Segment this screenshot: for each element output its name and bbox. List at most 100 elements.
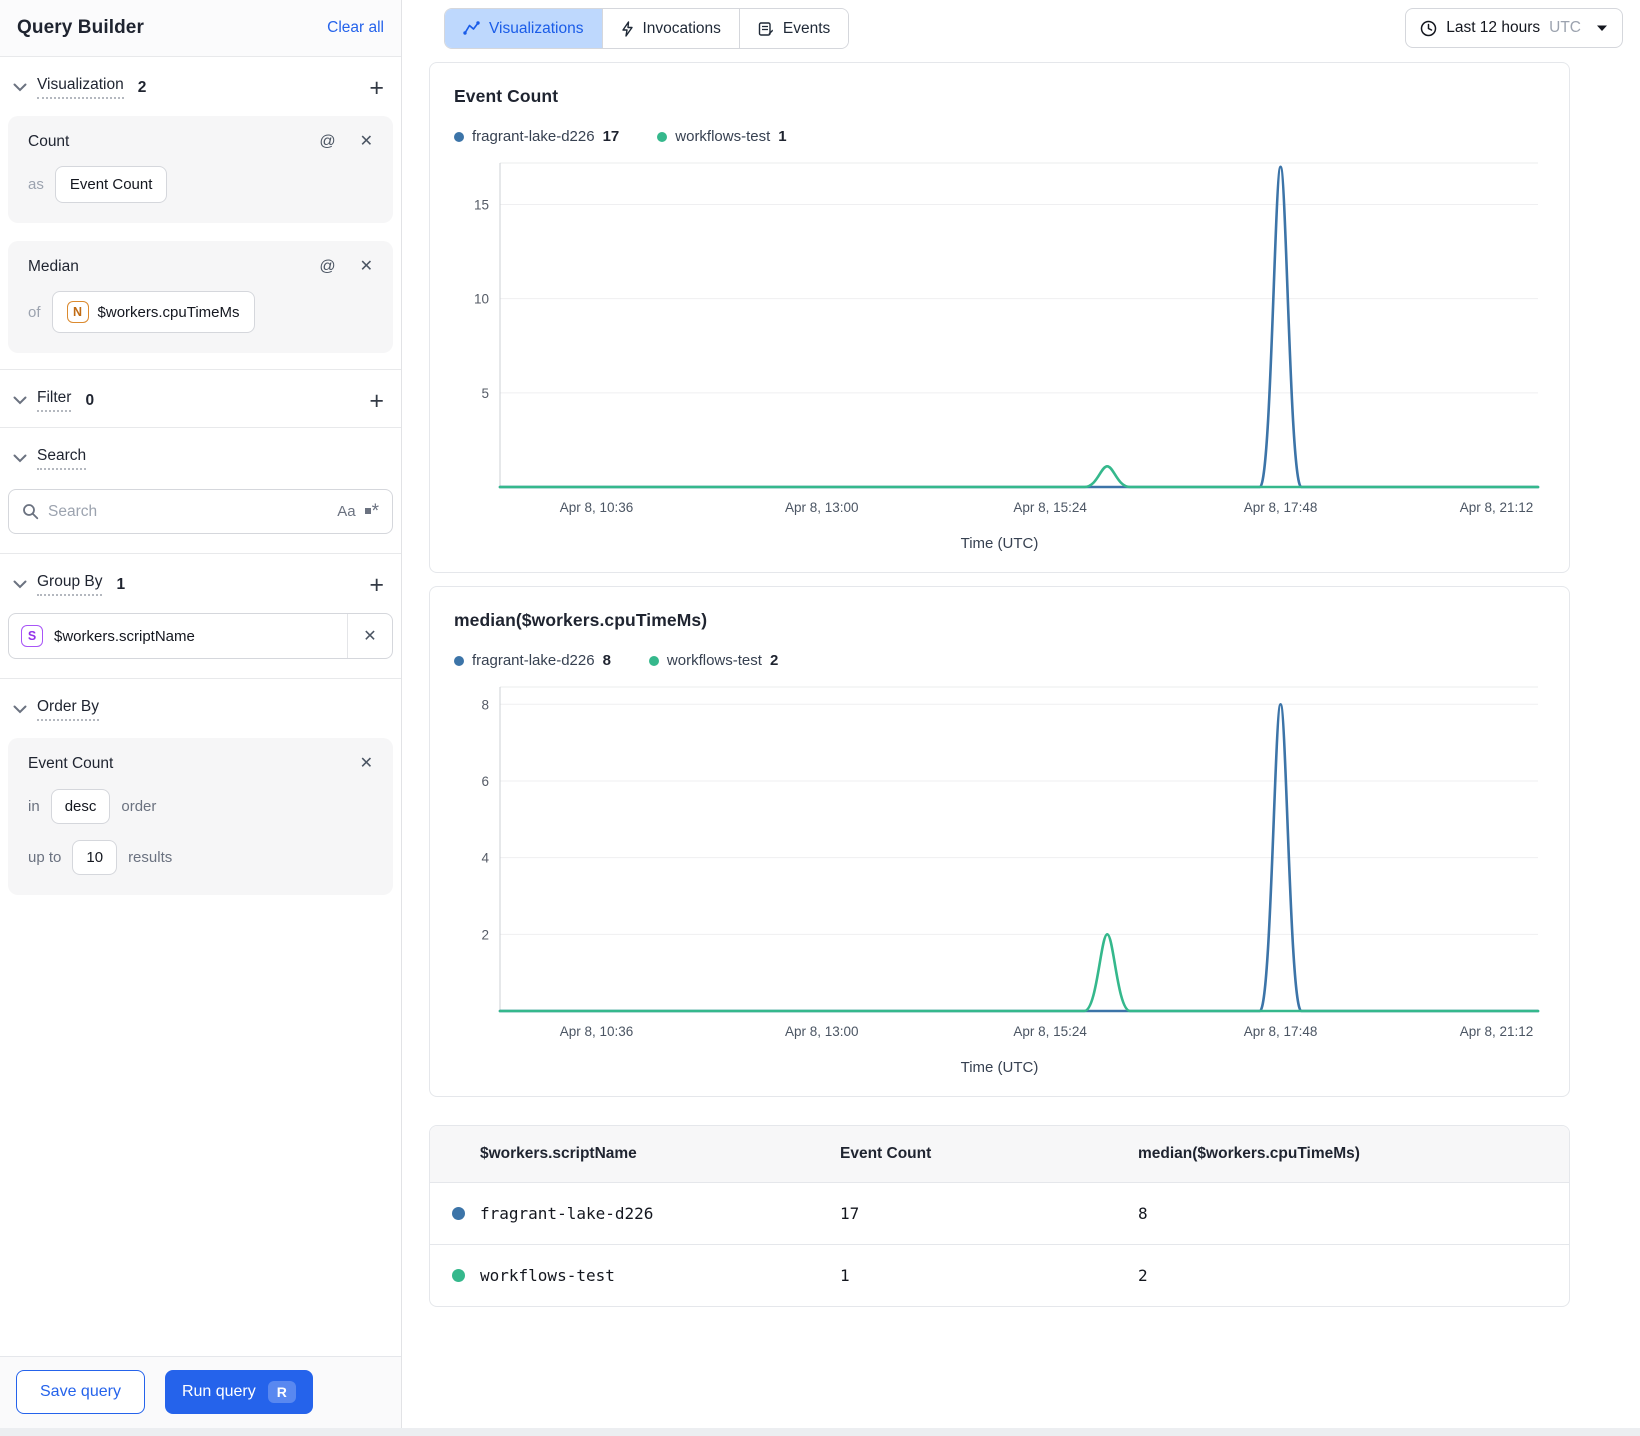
topbar: Visualizations Invocations Events [402,0,1640,49]
aggregation-name: Count [28,133,70,150]
svg-text:Apr 8, 10:36: Apr 8, 10:36 [560,500,634,515]
table-row[interactable]: workflows-test 1 2 [430,1245,1569,1306]
results-label: results [128,849,173,866]
legend-item[interactable]: fragrant-lake-d226 8 [454,652,611,669]
legend-dot [648,655,659,666]
filter-section-label[interactable]: Filter [37,389,72,412]
sidebar-header: Query Builder Clear all [0,0,401,57]
median-cputime-chart-card: median($workers.cpuTimeMs) fragrant-lake… [429,586,1570,1097]
median-field-selector[interactable]: N $workers.cpuTimeMs [51,291,255,333]
svg-text:4: 4 [481,851,489,866]
order-by-field: Event Count [28,755,114,772]
series-dot [452,1207,465,1220]
regex-toggle[interactable]: * [364,502,379,521]
add-filter-button[interactable]: + [369,386,384,415]
column-header-median: median($workers.cpuTimeMs) [1138,1145,1360,1162]
close-icon[interactable]: ✕ [359,133,373,150]
group-by-item: S $workers.scriptName ✕ [8,613,393,659]
line-chart-icon [463,21,480,35]
up-to-label: up to [28,849,62,866]
svg-text:15: 15 [474,197,489,212]
clear-all-button[interactable]: Clear all [327,19,384,36]
column-header-script-name: $workers.scriptName [480,1145,637,1162]
legend-dot [657,131,668,142]
visualization-alias-field[interactable]: Event Count [54,166,168,203]
string-type-icon: S [21,625,43,647]
chevron-down-icon[interactable] [13,83,27,92]
chart-title: Event Count [454,86,559,106]
series-dot [452,1269,465,1282]
column-header-event-count: Event Count [840,1145,932,1162]
chevron-down-icon[interactable] [13,396,27,405]
search-input[interactable] [48,502,329,521]
number-type-icon: N [66,301,89,323]
sidebar-footer: Save query Run query R [0,1356,401,1428]
chevron-down-icon[interactable] [13,454,27,463]
svg-text:Apr 8, 17:48: Apr 8, 17:48 [1244,500,1318,515]
aggregation-name: Median [28,258,79,275]
query-builder-sidebar: Query Builder Clear all Visualization 2 … [0,0,402,1428]
visualization-count: 2 [137,78,147,96]
svg-text:Apr 8, 15:24: Apr 8, 15:24 [1013,500,1087,515]
line-chart-median-cputime[interactable]: 2 4 6 8 Apr 8, 10:36 Apr 8, 13:00 Apr 8, 15:24… [454,673,1545,1055]
visualization-section-label[interactable]: Visualization [37,76,124,99]
chevron-down-icon[interactable] [13,580,27,589]
chart-legend: fragrant-lake-d226 17 workflows-test 1 [454,128,1545,145]
line-chart-event-count[interactable]: 5 10 15 Apr 8, 10:36 Apr 8, 13:00 Apr 8, 15:2… [454,149,1545,531]
page-title: Query Builder [17,17,144,38]
event-log-icon [758,21,773,36]
visualization-card-median: Median @ ✕ of N $workers.cpuTimeMs [8,241,393,353]
filter-section-header: Filter 0 + [0,370,401,427]
table-row[interactable]: fragrant-lake-d226 17 8 [430,1183,1569,1245]
close-icon[interactable]: ✕ [359,258,373,275]
x-axis-label: Time (UTC) [960,535,1039,552]
group-by-field-selector[interactable]: S $workers.scriptName [9,625,347,647]
search-section-header: Search [0,428,401,485]
svg-text:Apr 8, 15:24: Apr 8, 15:24 [1013,1024,1087,1039]
divider [0,369,401,370]
result-limit-input[interactable]: 10 [72,840,118,875]
group-by-section-header: Group By 1 + [0,554,401,611]
visualization-card-count: Count @ ✕ as Event Count [8,116,393,223]
svg-text:Apr 8, 13:00: Apr 8, 13:00 [785,500,859,515]
legend-item[interactable]: workflows-test 1 [657,128,787,145]
legend-dot [454,131,464,142]
search-section-label[interactable]: Search [37,447,87,470]
svg-text:Apr 8, 17:48: Apr 8, 17:48 [1244,1024,1318,1039]
group-by-count: 1 [116,575,126,593]
filter-count: 0 [85,391,95,409]
divider [0,678,401,679]
svg-text:6: 6 [481,774,489,789]
main-content: Visualizations Invocations Events [402,0,1640,1428]
svg-text:2: 2 [481,927,489,942]
add-group-by-button[interactable]: + [369,570,384,599]
close-icon[interactable]: ✕ [359,755,373,772]
order-by-card: Event Count ✕ in desc order up to 10 res… [8,738,393,895]
sort-direction-selector[interactable]: desc [50,789,111,824]
order-by-section-label[interactable]: Order By [37,698,100,721]
save-query-button[interactable]: Save query [16,1370,145,1414]
mention-icon[interactable]: @ [319,258,336,275]
run-shortcut-badge: R [267,1381,296,1403]
time-range-dropdown[interactable]: Last 12 hours UTC [1405,8,1623,48]
event-count-chart-card: Event Count fragrant-lake-d226 17 workfl… [429,62,1570,573]
order-by-section-header: Order By [0,679,401,736]
match-case-toggle[interactable]: Aa [337,503,356,520]
lightning-bolt-icon [621,20,633,37]
tab-events[interactable]: Events [738,9,849,48]
chevron-down-icon[interactable] [13,705,27,714]
legend-item[interactable]: fragrant-lake-d226 17 [454,128,619,145]
search-box: Aa * [8,489,393,534]
svg-text:Apr 8, 21:12: Apr 8, 21:12 [1460,1024,1534,1039]
tab-visualizations[interactable]: Visualizations [445,9,602,48]
run-query-button[interactable]: Run query R [164,1370,313,1414]
mention-icon[interactable]: @ [319,133,336,150]
group-by-section-label[interactable]: Group By [37,573,103,596]
remove-group-by-button[interactable]: ✕ [347,614,392,658]
add-visualization-button[interactable]: + [369,73,384,102]
legend-item[interactable]: workflows-test 2 [648,652,778,669]
legend-dot [454,655,464,666]
svg-text:10: 10 [474,292,489,307]
tab-invocations[interactable]: Invocations [601,9,739,48]
table-header-row: $workers.scriptName Event Count median($… [430,1126,1569,1183]
